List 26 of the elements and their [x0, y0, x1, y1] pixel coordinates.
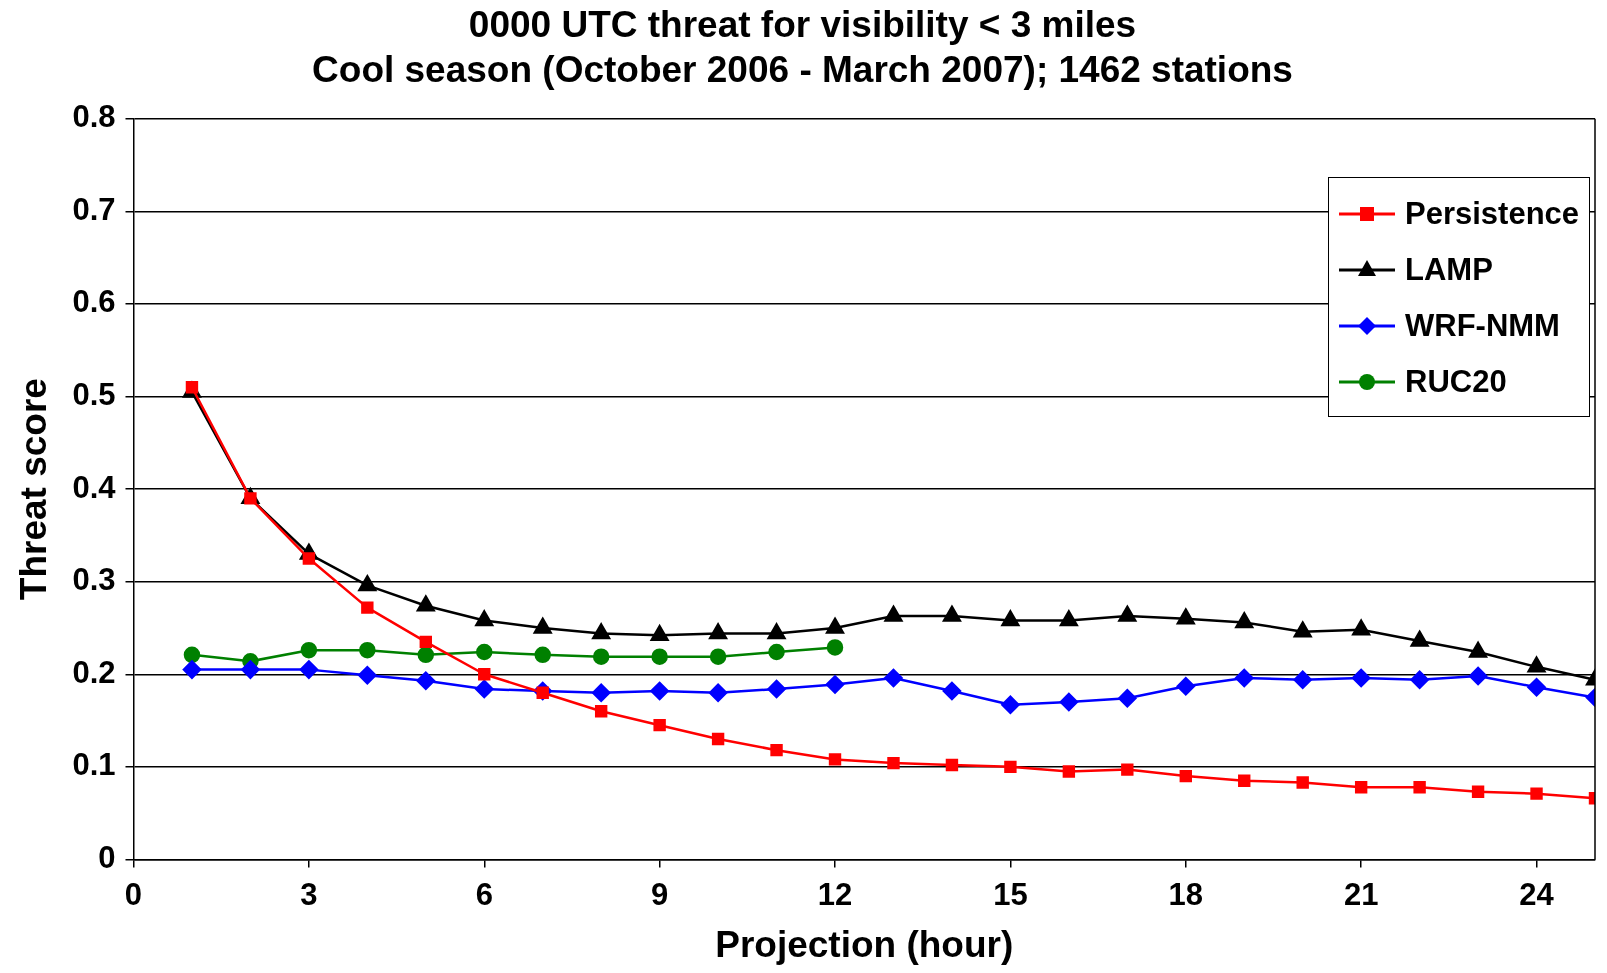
x-tick-label: 6 [475, 876, 493, 912]
legend-label: WRF-NMM [1405, 307, 1560, 344]
x-tick-label: 12 [817, 876, 853, 912]
y-tick-label: 0.3 [72, 562, 116, 598]
legend-label: RUC20 [1405, 363, 1507, 400]
y-tick-label: 0.1 [72, 747, 116, 783]
y-tick-label: 0.8 [72, 99, 116, 135]
x-tick-label: 0 [124, 876, 143, 912]
y-tick-label: 0 [98, 839, 116, 875]
legend-label: LAMP [1405, 251, 1493, 288]
x-tick-label: 21 [1343, 876, 1379, 912]
y-tick-label: 0.4 [72, 469, 117, 505]
x-axis-title: Projection (hour) [715, 924, 1014, 965]
x-tick-label: 3 [300, 876, 318, 912]
x-tick-label: 24 [1519, 876, 1555, 912]
y-tick-label: 0.2 [72, 654, 116, 690]
x-tick-label: 18 [1168, 876, 1204, 912]
chart-title: 0000 UTC threat for visibility < 3 miles [468, 4, 1137, 46]
legend-label: Persistence [1405, 195, 1580, 232]
x-tick-label: 9 [651, 876, 669, 912]
y-tick-label: 0.6 [72, 284, 116, 320]
chart-subtitle: Cool season (October 2006 - March 2007); 1462 stations [312, 48, 1293, 90]
x-tick-label: 15 [993, 876, 1028, 912]
y-axis-title: Threat score [13, 378, 55, 601]
y-tick-label: 0.5 [72, 377, 116, 413]
y-tick-label: 0.7 [72, 191, 116, 227]
